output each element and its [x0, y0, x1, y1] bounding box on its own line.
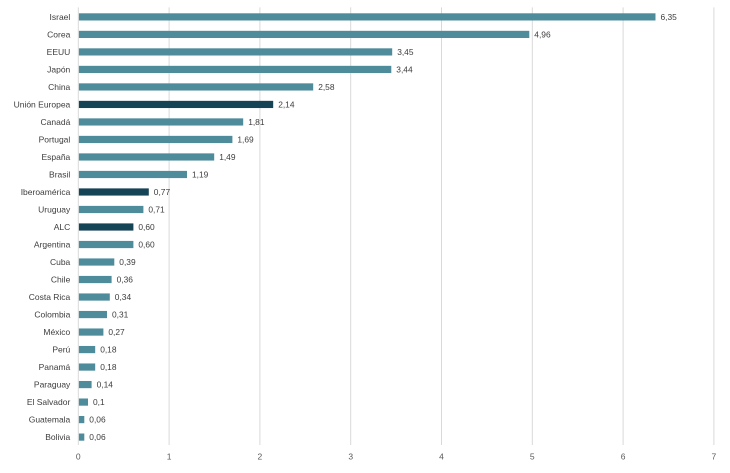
- svg-text:1,19: 1,19: [192, 169, 209, 179]
- svg-text:Uruguay: Uruguay: [38, 204, 71, 214]
- svg-text:Paraguay: Paraguay: [34, 380, 71, 390]
- svg-text:0,1: 0,1: [93, 397, 105, 407]
- svg-text:6: 6: [621, 452, 626, 462]
- svg-text:0: 0: [76, 452, 81, 462]
- svg-text:1,69: 1,69: [237, 134, 254, 144]
- svg-text:0,18: 0,18: [100, 362, 117, 372]
- svg-text:0,27: 0,27: [108, 327, 125, 337]
- svg-text:0,60: 0,60: [138, 240, 155, 250]
- svg-text:0,60: 0,60: [138, 222, 155, 232]
- svg-text:5: 5: [530, 452, 535, 462]
- svg-text:2: 2: [258, 452, 263, 462]
- svg-text:2,14: 2,14: [278, 99, 295, 109]
- svg-text:0,06: 0,06: [89, 415, 106, 425]
- svg-text:0,36: 0,36: [117, 275, 134, 285]
- svg-text:0,34: 0,34: [115, 292, 132, 302]
- svg-text:0,06: 0,06: [89, 432, 106, 442]
- svg-text:Canadá: Canadá: [41, 117, 71, 127]
- svg-text:4,96: 4,96: [534, 29, 551, 39]
- svg-text:0,31: 0,31: [112, 310, 129, 320]
- svg-text:Cuba: Cuba: [50, 257, 71, 267]
- svg-text:ALC: ALC: [54, 222, 71, 232]
- svg-text:0,71: 0,71: [148, 204, 165, 214]
- svg-text:Corea: Corea: [47, 29, 70, 39]
- svg-text:0,18: 0,18: [100, 345, 117, 355]
- svg-text:México: México: [43, 327, 70, 337]
- svg-text:El Salvador: El Salvador: [27, 397, 71, 407]
- svg-text:Chile: Chile: [51, 275, 71, 285]
- svg-text:3,45: 3,45: [397, 47, 414, 57]
- svg-text:Panamá: Panamá: [39, 362, 71, 372]
- svg-text:Costa Rica: Costa Rica: [29, 292, 71, 302]
- svg-text:6,35: 6,35: [661, 12, 678, 22]
- svg-text:España: España: [41, 152, 70, 162]
- svg-text:7: 7: [712, 452, 717, 462]
- svg-text:Bolivia: Bolivia: [45, 432, 70, 442]
- svg-text:Colombia: Colombia: [34, 310, 70, 320]
- svg-text:Brasil: Brasil: [49, 169, 70, 179]
- svg-text:China: China: [48, 82, 70, 92]
- svg-text:Unión Europea: Unión Europea: [14, 99, 71, 109]
- svg-text:Portugal: Portugal: [39, 134, 71, 144]
- svg-text:Argentina: Argentina: [34, 240, 71, 250]
- svg-text:2,58: 2,58: [318, 82, 335, 92]
- svg-text:3: 3: [348, 452, 353, 462]
- svg-text:4: 4: [439, 452, 444, 462]
- svg-text:Perú: Perú: [52, 345, 70, 355]
- svg-text:EEUU: EEUU: [47, 47, 71, 57]
- svg-text:0,14: 0,14: [97, 380, 114, 390]
- svg-text:1: 1: [167, 452, 172, 462]
- svg-text:0,77: 0,77: [154, 187, 171, 197]
- svg-text:Japón: Japón: [47, 64, 70, 74]
- svg-text:1,49: 1,49: [219, 152, 236, 162]
- svg-text:0,39: 0,39: [119, 257, 136, 267]
- svg-text:Iberoamérica: Iberoamérica: [21, 187, 71, 197]
- svg-text:Guatemala: Guatemala: [29, 415, 71, 425]
- svg-text:1,81: 1,81: [248, 117, 265, 127]
- svg-text:3,44: 3,44: [396, 64, 413, 74]
- svg-text:Israel: Israel: [50, 12, 71, 22]
